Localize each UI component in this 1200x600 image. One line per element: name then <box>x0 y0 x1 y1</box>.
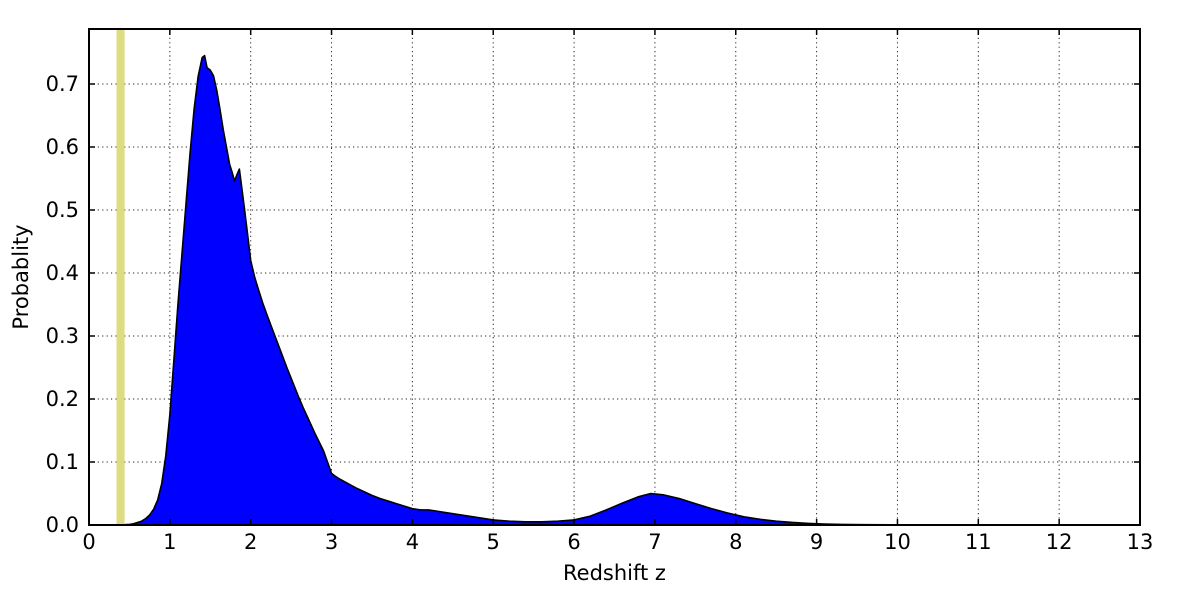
x-tick-label: 6 <box>567 530 580 554</box>
y-tick-label: 0.6 <box>46 135 79 159</box>
density-curve-outline <box>88 54 1141 526</box>
y-axis-label: Probablity <box>9 224 33 329</box>
x-tick-label: 8 <box>729 530 742 554</box>
y-tick-label: 0.5 <box>46 198 79 222</box>
y-tick-label: 0.0 <box>46 513 79 537</box>
x-tick-label: 1 <box>163 530 176 554</box>
x-tick-label: 0 <box>82 530 95 554</box>
y-axis-ticks: 0.0 0.1 0.2 0.3 0.4 0.5 0.6 0.7 <box>46 72 1140 537</box>
plot-frame <box>88 28 1141 526</box>
x-tick-label: 5 <box>487 530 500 554</box>
annotation-band-layer <box>116 29 125 525</box>
y-tick-label: 0.1 <box>46 450 79 474</box>
y-tick-label: 0.4 <box>46 261 79 285</box>
x-tick-label: 3 <box>325 530 338 554</box>
x-axis-ticks: 0 1 2 3 4 5 6 7 8 9 10 11 12 13 <box>82 29 1153 554</box>
x-tick-label: 2 <box>244 530 257 554</box>
x-tick-label: 10 <box>884 530 911 554</box>
y-tick-label: 0.3 <box>46 324 79 348</box>
x-tick-label: 7 <box>648 530 661 554</box>
density-area-fill <box>89 55 1140 526</box>
x-tick-label: 11 <box>965 530 992 554</box>
x-axis-label: Redshift z <box>563 561 666 585</box>
y-tick-label: 0.7 <box>46 72 79 96</box>
grid-lines <box>89 29 1140 525</box>
y-tick-label: 0.2 <box>46 387 79 411</box>
density-area-series <box>88 54 1141 526</box>
x-tick-label: 4 <box>406 530 419 554</box>
x-tick-label: 13 <box>1127 530 1154 554</box>
x-tick-label: 9 <box>810 530 823 554</box>
x-tick-label: 12 <box>1046 530 1073 554</box>
redshift-marker-band <box>116 29 125 525</box>
